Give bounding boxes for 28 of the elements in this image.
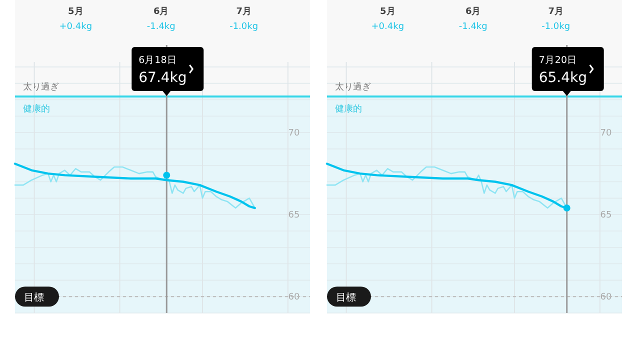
x-tick-label: 5月 (380, 6, 396, 17)
y-tick-label: 60 (288, 292, 300, 303)
ref-line-label: 太り過ぎ (23, 81, 59, 92)
x-tick-label: 6月 (153, 6, 169, 17)
y-tick-label: 60 (600, 292, 612, 303)
text: -1.0kg (230, 22, 258, 32)
band-label: 健康的 (23, 103, 50, 114)
y-tick-label: 65 (288, 210, 300, 221)
ref-line-label: 目標 (336, 292, 356, 304)
ref-line-label: 目標 (24, 292, 44, 304)
x-tick-label: 6月 (465, 6, 481, 17)
y-tick-label: 70 (288, 128, 300, 139)
ref-line-label: 太り過ぎ (335, 81, 371, 92)
annotation: 7月20日 (538, 55, 577, 66)
text: -1.0kg (542, 22, 570, 32)
annotation: 67.4kg (138, 70, 187, 86)
annotation: 6月18日 (138, 55, 177, 66)
annotation: 65.4kg (538, 70, 588, 86)
x-tick-label: 7月 (548, 6, 564, 17)
x-tick-label: 5月 (68, 6, 84, 17)
x-tick-label: 7月 (236, 6, 252, 17)
y-tick-label: 65 (600, 210, 612, 221)
band-label: 健康的 (335, 103, 362, 114)
text: +0.4kg (371, 22, 404, 32)
text: -1.4kg (458, 22, 488, 32)
text: -1.4kg (146, 22, 176, 32)
y-tick-label: 70 (600, 128, 612, 139)
text: +0.4kg (59, 22, 92, 32)
